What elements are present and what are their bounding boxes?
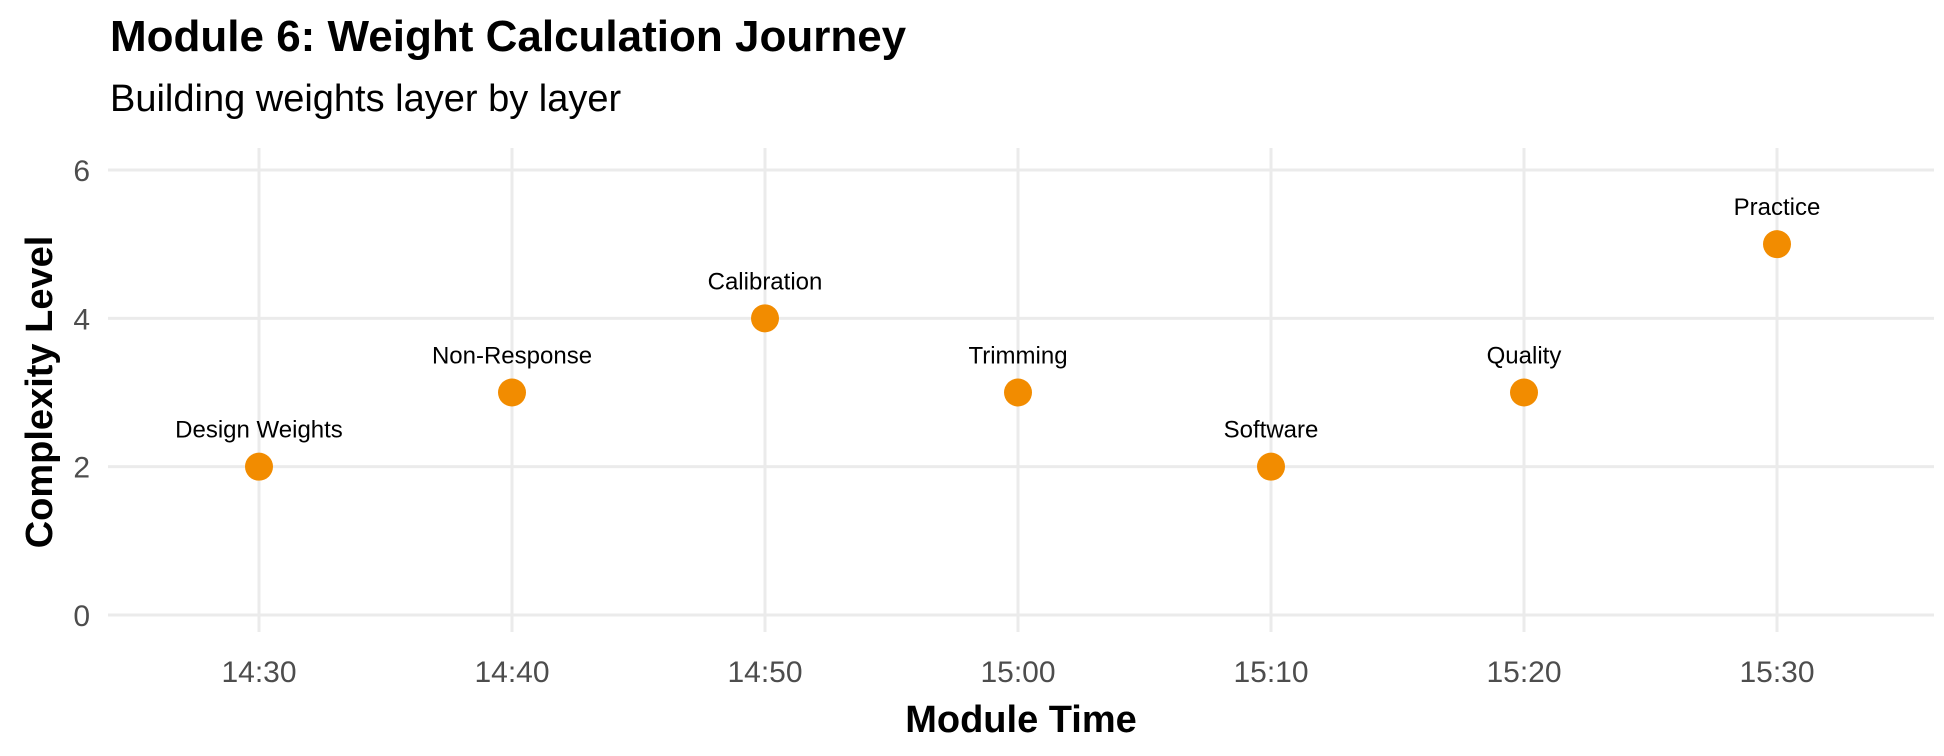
- data-point: [1763, 230, 1791, 259]
- data-label: Software: [1224, 417, 1319, 444]
- data-label: Trimming: [968, 343, 1067, 370]
- data-point: [498, 378, 526, 407]
- y-tick-label: 2: [73, 452, 90, 485]
- data-point: [751, 304, 779, 333]
- x-tick-label: 15:20: [1486, 656, 1561, 689]
- x-tick-label: 15:30: [1739, 656, 1814, 689]
- x-tick-label: 14:40: [474, 656, 549, 689]
- y-axis-title: Complexity Level: [19, 236, 61, 549]
- x-tick-label: 14:30: [221, 656, 296, 689]
- data-label: Non-Response: [432, 343, 592, 370]
- data-label: Calibration: [708, 268, 823, 295]
- x-axis-title: Module Time: [905, 699, 1137, 741]
- data-point: [1004, 378, 1032, 407]
- x-tick-label: 14:50: [727, 656, 802, 689]
- tick-labels: 0 2 4 6 14:30 14:40 14:50 15:00 15:10 15:20 15:30: [73, 155, 1814, 689]
- data-points: [245, 230, 1791, 481]
- chart-title: Module 6: Weight Calculation Journey: [110, 12, 907, 61]
- data-point: [1510, 378, 1538, 407]
- data-point: [1257, 452, 1285, 481]
- y-tick-label: 0: [73, 600, 90, 633]
- data-point: [245, 452, 273, 481]
- y-tick-label: 6: [73, 155, 90, 188]
- data-label: Practice: [1734, 194, 1821, 221]
- data-labels: Design Weights Non-Response Calibration Tri…: [175, 194, 1820, 443]
- x-tick-label: 15:10: [1233, 656, 1308, 689]
- data-label: Design Weights: [175, 417, 343, 444]
- y-tick-label: 4: [73, 303, 90, 336]
- data-label: Quality: [1487, 343, 1562, 370]
- chart-subtitle: Building weights layer by layer: [110, 78, 622, 120]
- x-tick-label: 15:00: [980, 656, 1055, 689]
